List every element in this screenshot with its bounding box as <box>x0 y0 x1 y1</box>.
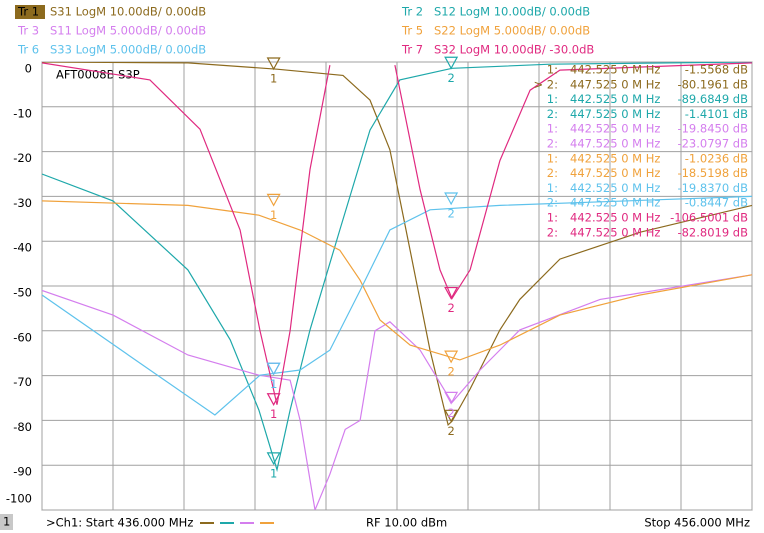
marker-value: -82.8019 dB <box>677 225 748 239</box>
trace-name: Tr 6 <box>17 43 39 57</box>
marker-number: 1: <box>547 122 558 136</box>
start-frequency: >Ch1: Start 436.000 MHz <box>46 516 193 530</box>
trace-line <box>42 274 752 510</box>
marker-label: 1 <box>270 208 277 222</box>
marker-value: -0.8447 dB <box>685 196 748 210</box>
y-tick-label: -30 <box>13 196 32 210</box>
marker-triangle <box>266 393 281 406</box>
marker-label: 1 <box>270 466 277 480</box>
marker-frequency: 447.525 0 M Hz <box>570 225 660 239</box>
plot-traces <box>42 62 752 510</box>
y-tick-label: -70 <box>13 375 32 389</box>
trace-line <box>42 62 752 405</box>
marker-label: 1 <box>270 407 277 421</box>
marker-value: -18.5198 dB <box>677 166 748 180</box>
marker-label: 2 <box>447 207 454 221</box>
marker-value: -23.0797 dB <box>677 137 748 151</box>
marker-frequency: 442.525 0 M Hz <box>570 151 660 165</box>
trace-line <box>42 195 752 416</box>
trace-setting: S22 LogM 5.000dB/ 0.00dB <box>434 24 590 38</box>
y-tick-label: -100 <box>6 492 32 506</box>
marker-value: -80.1961 dB <box>677 77 748 91</box>
marker-triangle <box>266 193 281 207</box>
marker-frequency: 447.525 0 M Hz <box>570 107 660 121</box>
marker-frequency: 447.525 0 M Hz <box>570 166 660 180</box>
marker-label: 2 <box>447 424 454 438</box>
trace-name: Tr 1 <box>17 5 39 19</box>
marker-number: 2: <box>547 166 558 180</box>
marker-frequency: 442.525 0 M Hz <box>570 92 660 106</box>
trace-setting: S31 LogM 10.00dB/ 0.00dB <box>50 5 206 19</box>
marker-triangle <box>444 192 459 206</box>
marker-frequency: 447.525 0 M Hz <box>570 196 660 210</box>
channel-box <box>0 514 13 530</box>
marker-number: 1: <box>547 181 558 195</box>
y-tick-label: -40 <box>13 241 32 255</box>
marker-frequency: 447.525 0 M Hz <box>570 137 660 151</box>
marker-triangle <box>266 452 281 466</box>
marker-frequency: 442.525 0 M Hz <box>570 63 660 77</box>
marker-number: 2: <box>547 107 558 121</box>
marker-number: 2: <box>547 225 558 239</box>
marker-number: 1: <box>547 63 558 77</box>
marker-number: > 2: <box>534 77 558 91</box>
marker-triangle <box>266 57 281 71</box>
marker-label: 1 <box>270 377 277 391</box>
marker-label: 2 <box>447 301 454 315</box>
trace-line <box>42 62 752 427</box>
trace-setting: S12 LogM 10.00dB/ 0.00dB <box>434 5 590 19</box>
marker-value: -1.5568 dB <box>685 63 748 77</box>
stop-frequency: Stop 456.000 MHz <box>644 516 750 530</box>
marker-number: 1: <box>547 151 558 165</box>
y-tick-label: 0 <box>25 62 32 76</box>
marker-number: 2: <box>547 137 558 151</box>
marker-number: 1: <box>547 211 558 225</box>
marker-value: -1.4101 dB <box>685 107 748 121</box>
y-tick-label: -20 <box>13 151 32 165</box>
marker-label: 2 <box>447 365 454 379</box>
y-tick-label: -10 <box>13 106 32 120</box>
marker-value: -19.8450 dB <box>677 122 748 136</box>
marker-label: 2 <box>447 406 454 420</box>
marker-triangle <box>444 391 459 405</box>
marker-number: 2: <box>547 196 558 210</box>
trace-setting: S33 LogM 5.000dB/ 0.00dB <box>50 43 206 57</box>
rf-power: RF 10.00 dBm <box>366 516 447 530</box>
marker-label: 2 <box>447 71 454 85</box>
channel-number: 1 <box>3 515 10 529</box>
trace-name: Tr 3 <box>17 24 39 38</box>
marker-frequency: 442.525 0 M Hz <box>570 122 660 136</box>
y-tick-label: -90 <box>13 465 32 479</box>
trace-line <box>42 200 752 361</box>
marker-triangle <box>444 286 459 300</box>
y-tick-label: -50 <box>13 286 32 300</box>
marker-frequency: 447.525 0 M Hz <box>570 77 660 91</box>
y-tick-label: -80 <box>13 420 32 434</box>
marker-number: 1: <box>547 92 558 106</box>
file-name: AFT0008B S3P <box>56 68 140 82</box>
marker-label: 1 <box>270 377 277 391</box>
marker-value: -106.5001 dB <box>670 211 748 225</box>
active-trace-box <box>15 5 45 19</box>
trace-name: Tr 7 <box>401 43 423 57</box>
marker-triangle <box>444 409 459 423</box>
marker-frequency: 442.525 0 M Hz <box>570 211 660 225</box>
trace-name: Tr 5 <box>401 24 423 38</box>
trace-name: Tr 2 <box>401 5 423 19</box>
marker-triangle <box>444 56 459 70</box>
y-tick-label: -60 <box>13 330 32 344</box>
marker-value: -89.6849 dB <box>677 92 748 106</box>
trace-setting: S11 LogM 5.000dB/ 0.00dB <box>50 24 206 38</box>
marker-frequency: 442.525 0 M Hz <box>570 181 660 195</box>
marker-label: 1 <box>270 71 277 85</box>
marker-value: -19.8370 dB <box>677 181 748 195</box>
marker-value: -1.0236 dB <box>685 151 748 165</box>
marker-triangle <box>444 350 459 364</box>
marker-triangle <box>266 362 281 376</box>
trace-setting: S32 LogM 10.00dB/ -30.0dB <box>434 43 594 57</box>
